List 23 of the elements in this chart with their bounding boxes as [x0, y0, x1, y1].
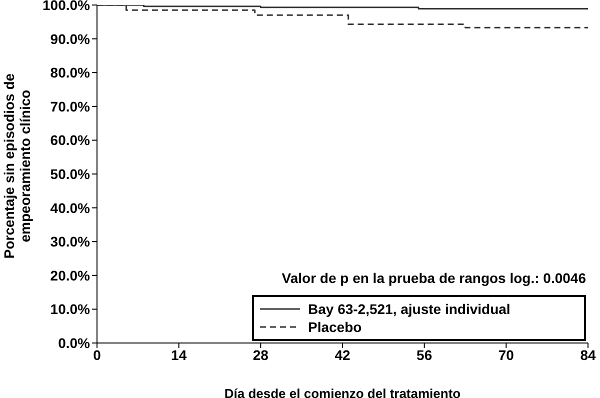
- y-tick-label: 50.0%: [50, 166, 91, 182]
- x-tick-label: 70: [498, 346, 514, 363]
- y-tick-label: 70.0%: [50, 98, 91, 114]
- x-tick-label: 0: [93, 346, 102, 363]
- y-tick-label: 10.0%: [50, 301, 91, 318]
- y-tick-label: 40.0%: [50, 200, 91, 216]
- x-tick-label: 28: [252, 346, 269, 363]
- y-tick-label: 80.0%: [50, 64, 91, 81]
- annotation: Valor de p en la prueba de rangos log.: 0.0046: [282, 270, 586, 286]
- x-tick-label: 42: [334, 346, 350, 363]
- y-tick-label: 90.0%: [50, 30, 91, 47]
- legend-label: Bay 63-2,521, ajuste individual: [308, 301, 510, 317]
- y-tick-label: 20.0%: [50, 267, 91, 284]
- y-tick-label: 60.0%: [50, 132, 91, 148]
- y-tick-label: 0.0%: [58, 334, 91, 351]
- y-tick-label: 100.0%: [42, 0, 91, 13]
- y-axis-title: Porcentaje sin episodios de empeoramiento clínico: [1, 72, 33, 261]
- x-tick-label: 14: [171, 346, 187, 363]
- legend-label: Placebo: [308, 319, 362, 335]
- y-tick-label: 30.0%: [50, 234, 91, 250]
- x-tick-label: 84: [580, 346, 596, 363]
- x-tick-label: 56: [416, 346, 432, 363]
- x-axis-title: Día desde el comienzo del tratamiento: [224, 386, 461, 398]
